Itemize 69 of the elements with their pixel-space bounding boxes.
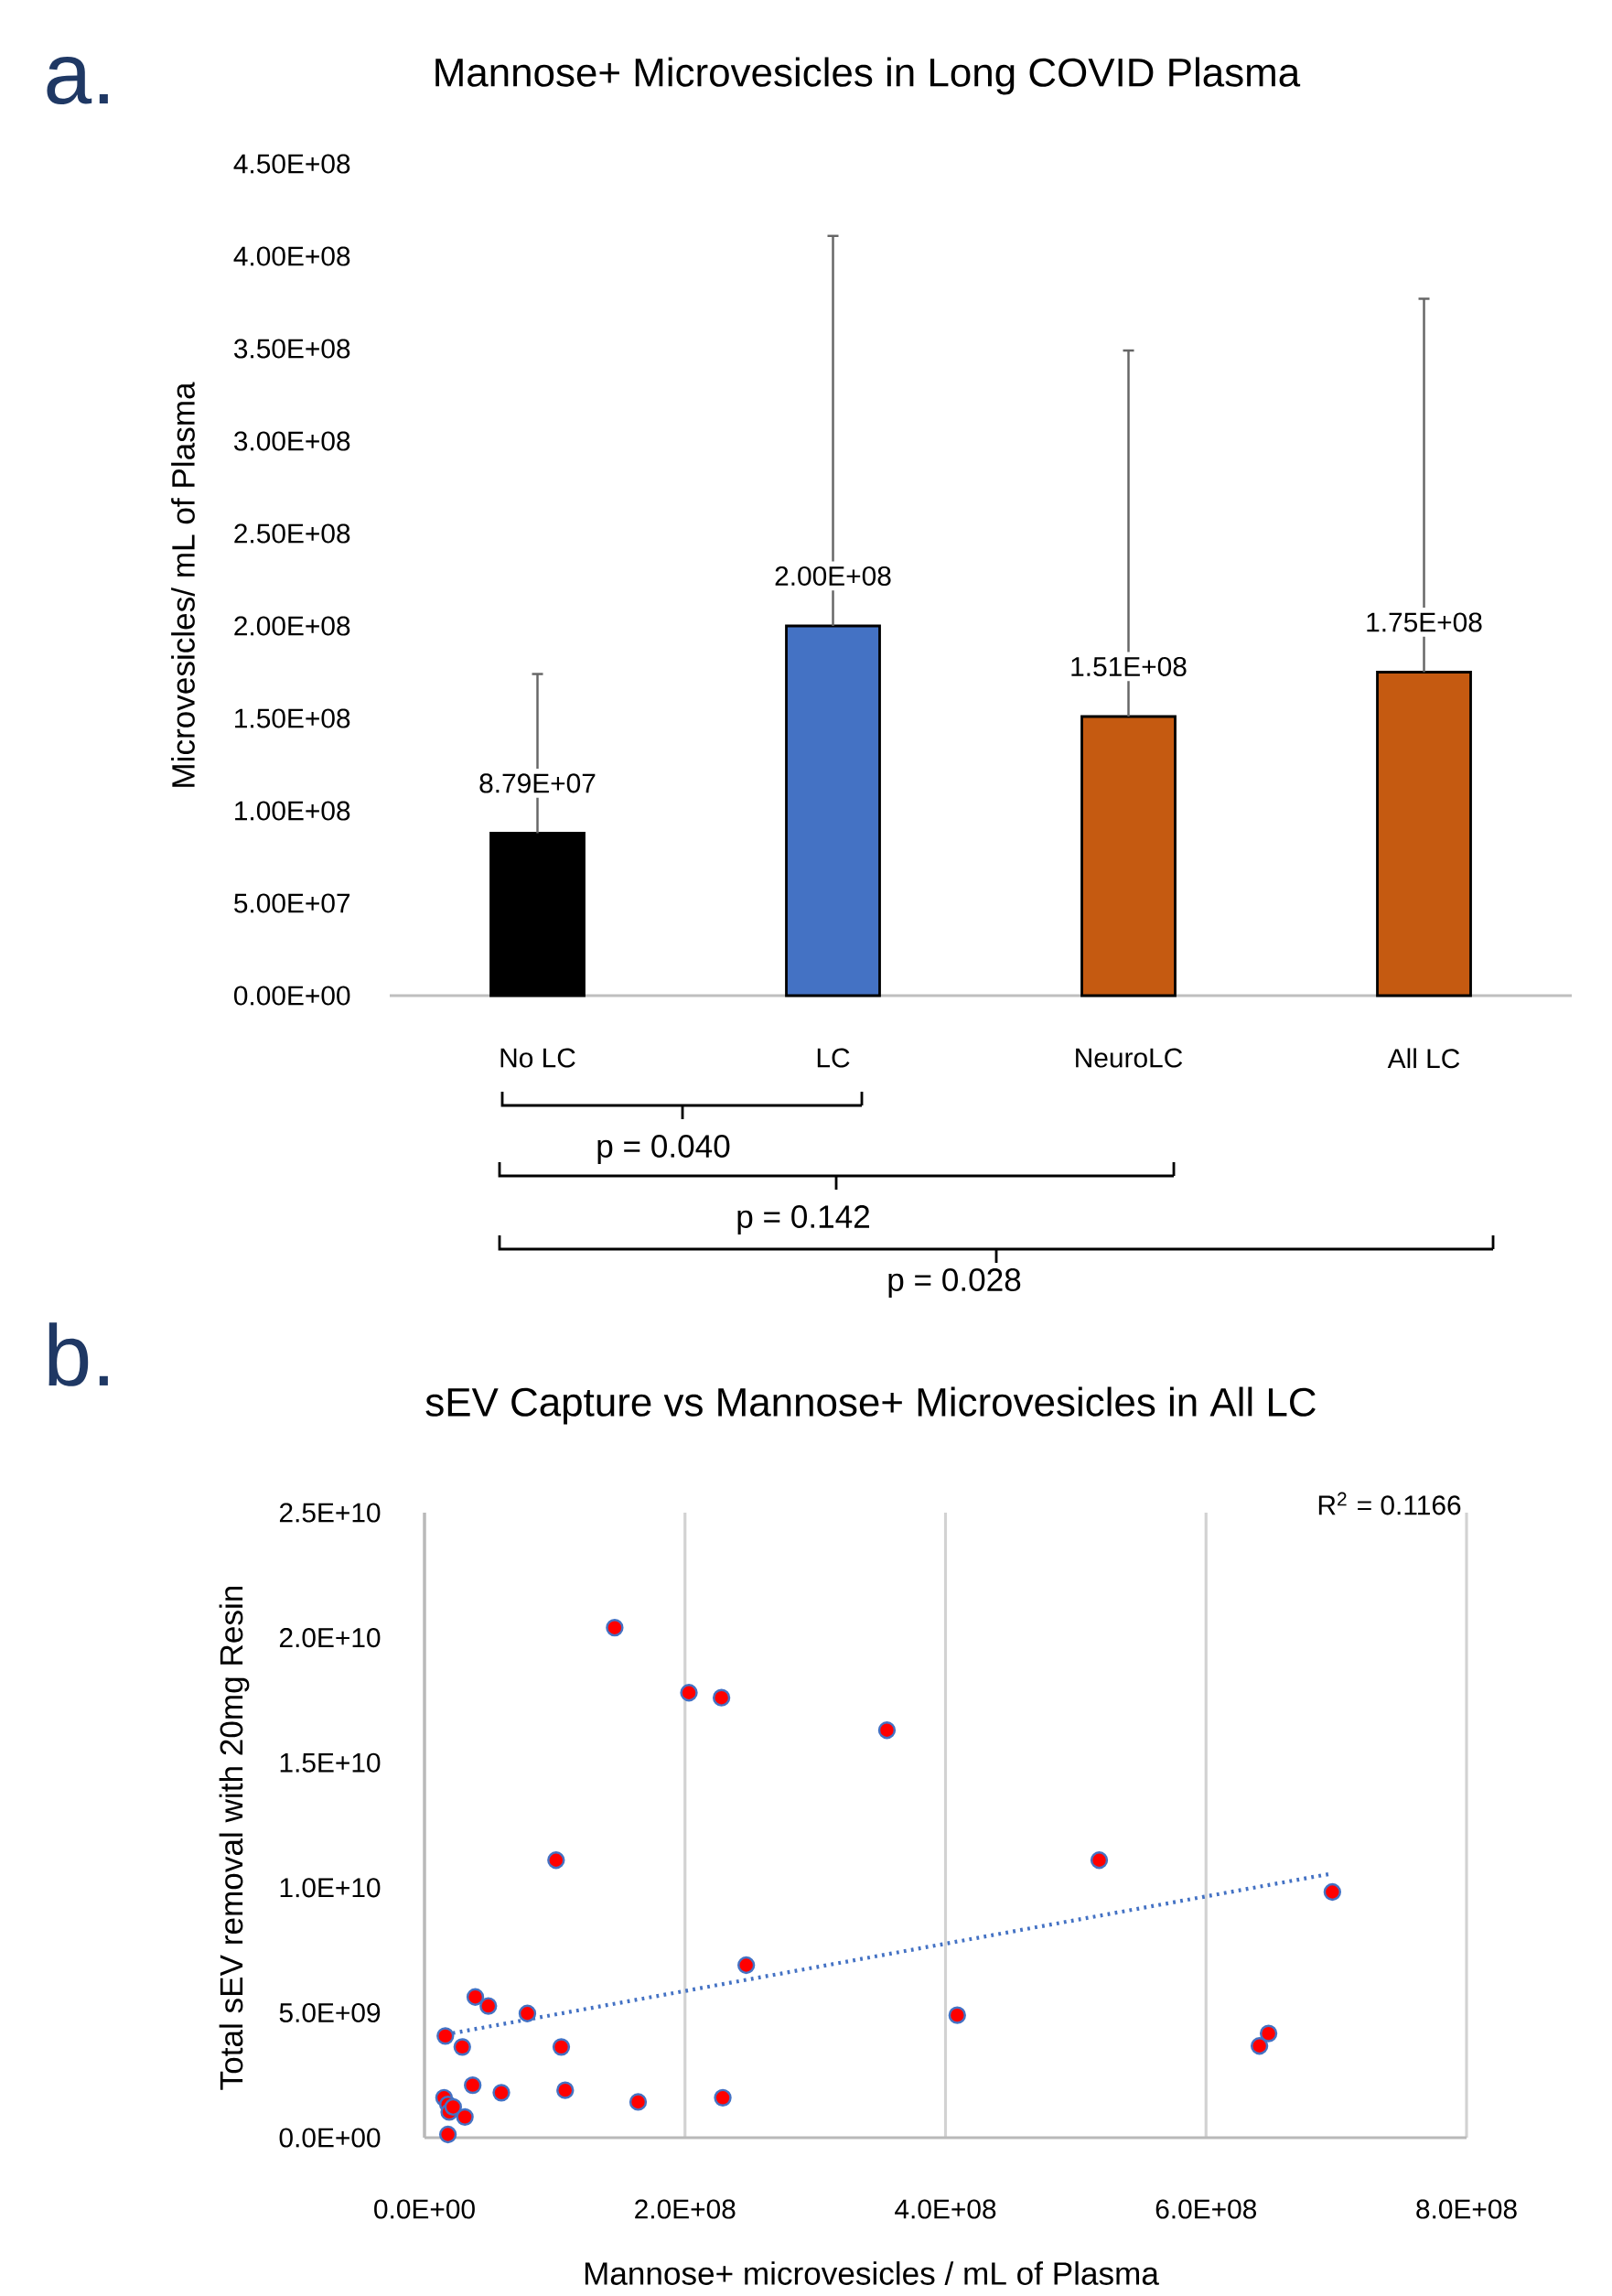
x-tick-label: 2.0E+08 [635,2199,736,2219]
x-tick-label: LC [817,1048,850,1068]
y-axis-title: Total sEV removal with 20mg Resin [219,1587,250,2090]
point [948,2006,966,2024]
y-tick-label: 2.50E+08 [234,523,350,544]
text: p = 0.142 [737,1205,870,1234]
y-tick-label: 1.00E+08 [235,801,350,821]
x-tick-label: 6.0E+08 [1155,2199,1257,2219]
chart-title: Mannose+ Microvesicles in Long COVID Plasma [435,57,1301,95]
x-tick-label: NeuroLC [1076,1048,1183,1068]
y-tick-label: 2.5E+10 [279,1503,381,1523]
point [444,2097,462,2117]
point [518,2004,537,2022]
chart-title: sEV Capture vs Mannose+ Microvesicles in All LC [425,1386,1316,1425]
point [547,1851,565,1870]
y-tick-label: 0.0E+00 [279,2128,381,2148]
point [1090,1851,1109,1870]
point [436,2027,455,2045]
point [552,2038,571,2056]
data-label: 1.75E+08 [1367,612,1482,632]
point [466,1988,485,2006]
y-tick-label: 1.50E+08 [235,708,350,728]
point [712,1688,731,1707]
x-tick-label: No LC [500,1048,575,1068]
text: b. [48,1322,108,1386]
point [714,2088,732,2107]
point [453,2038,471,2056]
point [629,2093,648,2111]
y-axis-title: Microvesicles/ mL of Plasma [171,382,195,787]
text: p = 0.040 [597,1135,730,1164]
point [492,2084,510,2102]
data-label: 2.00E+08 [775,566,891,587]
point [456,2107,474,2127]
data-label: 8.79E+07 [479,773,596,793]
point [737,1956,756,1975]
y-tick-label: 3.00E+08 [234,431,350,451]
bar [785,624,881,997]
point [877,1721,897,1740]
y-tick-label: 0.00E+00 [234,986,350,1006]
point [556,2081,575,2099]
point [680,1684,698,1702]
y-tick-label: 4.00E+08 [233,246,350,266]
point [606,1619,624,1637]
point [479,1997,498,2015]
data-label: 1.51E+08 [1071,656,1187,676]
y-tick-label: 5.0E+09 [279,2002,381,2022]
x-tick-label: 4.0E+08 [895,2199,996,2219]
x-tick-label: 0.0E+00 [374,2199,475,2219]
y-tick-label: 4.50E+08 [233,154,350,174]
bar [1376,671,1472,997]
text: a. [47,56,108,104]
y-tick-label: 1.0E+10 [280,1878,381,1898]
annotation: R$^{2}$ = 0.1166 [1318,1492,1461,1515]
point [464,2076,482,2095]
text: p = 0.028 [888,1268,1021,1298]
point [1259,2024,1278,2043]
point [438,2125,457,2144]
bar [1080,715,1177,997]
x-tick-label: All LC [1387,1048,1460,1069]
x-tick-label: 8.0E+08 [1416,2199,1517,2219]
point [1250,2037,1269,2055]
y-tick-label: 1.5E+10 [280,1752,381,1773]
x-axis-title: Mannose+ microvesicles / mL of Plasma [585,2261,1159,2285]
point [1323,1882,1342,1902]
y-tick-label: 3.50E+08 [234,339,350,359]
bar [489,832,586,997]
y-tick-label: 5.00E+07 [234,893,350,913]
y-tick-label: 2.0E+10 [279,1628,381,1648]
y-tick-label: 2.00E+08 [234,616,350,636]
